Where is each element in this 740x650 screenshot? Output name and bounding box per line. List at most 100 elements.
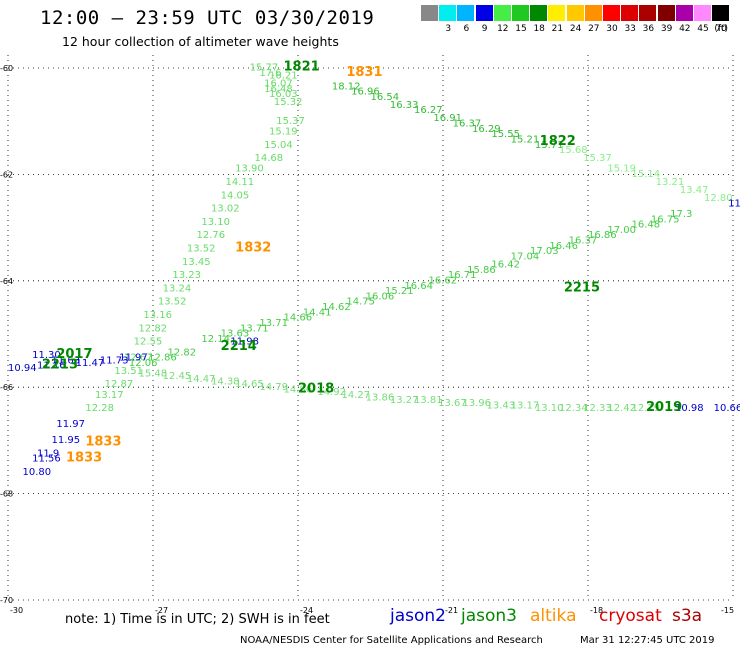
- colorbar-label: 24: [569, 24, 582, 34]
- colorbar-label: 18: [533, 24, 545, 34]
- colorbar-swatch: [421, 5, 438, 21]
- wave-height-value: 16.48: [632, 220, 661, 231]
- wave-height-value: 16.64: [404, 281, 433, 292]
- wave-height-value: 17.3: [670, 209, 692, 220]
- pass-time-label: 2215: [564, 280, 600, 295]
- wave-height-value: 14.86: [284, 385, 313, 396]
- wave-height-value: 14.05: [221, 190, 250, 201]
- colorbar-swatch: [675, 5, 693, 21]
- wave-height-value: 12.82: [168, 347, 197, 358]
- colorbar-label: 42: [679, 24, 691, 34]
- wave-height-value: 15.04: [264, 140, 293, 151]
- lon-tick-label: -15: [721, 606, 734, 615]
- footer-note: note: 1) Time is in UTC; 2) SWH is in fe…: [65, 612, 330, 627]
- wave-height-value: 13.63: [221, 329, 250, 340]
- colorbar-swatch: [639, 5, 657, 21]
- wave-height-value: 13.24: [163, 283, 192, 294]
- wave-height-value: 15.55: [491, 129, 520, 140]
- colorbar-label: 39: [660, 24, 673, 34]
- wave-height-value: 15.19: [607, 164, 636, 175]
- wave-height-value: 15.68: [559, 145, 588, 156]
- pass-time-label: 1831: [346, 65, 382, 80]
- wave-height-value: 13.10: [201, 217, 230, 228]
- map-subtitle: 12 hour collection of altimeter wave hei…: [62, 34, 339, 49]
- lat-tick-label: -70: [0, 596, 13, 605]
- wave-height-value: 11.97: [119, 353, 148, 364]
- wave-height-value: 16.75: [651, 214, 680, 225]
- wave-height-value: 17.04: [511, 252, 540, 263]
- wave-height-value: 13.71: [259, 318, 288, 329]
- wave-height-value: 15.77: [250, 63, 279, 74]
- wave-height-value: 14.65: [235, 379, 264, 390]
- wave-height-value: 15.32: [274, 97, 303, 108]
- wave-height-value: 14.92: [317, 387, 346, 398]
- pass-time-label: 2213: [42, 358, 78, 373]
- wave-height-value: 13.16: [143, 310, 172, 321]
- wave-height-value: 11.97: [56, 419, 85, 430]
- wave-height-value: 14.27: [342, 390, 371, 401]
- colorbar-label: 27: [588, 24, 600, 34]
- wave-height-value: 12.28: [85, 403, 114, 414]
- wave-height-value: 10.94: [8, 363, 37, 374]
- wave-height-value: 12.19: [632, 403, 661, 414]
- lat-tick-label: -68: [0, 490, 13, 499]
- colorbar-unit: (ft): [714, 24, 728, 34]
- wave-height-value: 13.71: [240, 323, 269, 334]
- wave-height-value: 13.90: [235, 164, 264, 175]
- pass-time-label: 1822: [540, 134, 576, 149]
- satellite-legend-altika: altika: [530, 606, 577, 626]
- wave-height-value: 13.47: [680, 185, 709, 196]
- wave-height-value: 13.17: [511, 400, 540, 411]
- wave-height-value: 15.19: [269, 126, 298, 137]
- wave-height-value: 12.86: [148, 353, 177, 364]
- wave-height-value: 16.37: [569, 236, 598, 247]
- wave-height-value: 10.80: [23, 467, 52, 478]
- wave-height-value: 14.38: [211, 377, 240, 388]
- wave-height-value: 16.91: [433, 113, 462, 124]
- wave-height-value: 16.06: [366, 291, 395, 302]
- colorbar-label: 33: [624, 24, 636, 34]
- pass-time-label: 1832: [235, 241, 271, 256]
- wave-height-value: 16.42: [491, 259, 520, 270]
- lon-tick-label: -21: [445, 606, 458, 615]
- lat-tick-label: -60: [0, 64, 13, 73]
- wave-height-value: 12.82: [139, 323, 168, 334]
- colorbar-swatch: [493, 5, 511, 21]
- wave-height-value: 14.41: [303, 307, 332, 318]
- wave-height-value: 12.55: [134, 337, 163, 348]
- wave-height-value: 16.96: [351, 87, 380, 98]
- wave-height-value: 13.10: [535, 403, 564, 414]
- credit-line: NOAA/NESDIS Center for Satellite Applica…: [240, 635, 543, 646]
- wave-height-value: 15.14: [632, 169, 661, 180]
- wave-height-value: 15.21: [385, 286, 414, 297]
- wave-height-value: 16.62: [429, 275, 458, 286]
- satellite-legend-jason2: jason2: [390, 606, 446, 626]
- lat-tick-label: -64: [0, 277, 13, 286]
- wave-height-value: 12.06: [129, 358, 158, 369]
- wave-height-value: 13.96: [462, 398, 491, 409]
- colorbar-swatch: [439, 5, 457, 21]
- wave-height-value: 13.52: [158, 297, 187, 308]
- wave-height-value: 14.66: [284, 313, 313, 324]
- wave-height-value: 10.66: [714, 403, 740, 414]
- colorbar-swatch: [694, 5, 711, 21]
- colorbar-label: 6: [463, 24, 470, 34]
- colorbar-swatch: [584, 5, 602, 21]
- wave-height-value: 14.11: [226, 177, 255, 188]
- wave-height-value: 14.47: [187, 374, 216, 385]
- wave-height-value: 16.03: [269, 89, 298, 100]
- wave-height-value: 15.48: [139, 369, 168, 380]
- wave-height-value: 16.07: [264, 79, 293, 90]
- pass-time-label: 1833: [85, 435, 121, 450]
- wave-height-value: 12.45: [163, 371, 192, 382]
- colorbar-label: 30: [606, 24, 618, 34]
- wave-height-value: 11.56: [32, 454, 61, 465]
- lon-tick-label: -30: [10, 606, 23, 615]
- colorbar-label: 9: [481, 24, 488, 34]
- wave-height-value: 11.68: [728, 198, 740, 209]
- wave-height-value: 12.80: [704, 193, 733, 204]
- colorbar-swatch: [512, 5, 529, 21]
- colorbar-label: 36: [642, 24, 655, 34]
- wave-height-value: 12.67: [124, 353, 153, 364]
